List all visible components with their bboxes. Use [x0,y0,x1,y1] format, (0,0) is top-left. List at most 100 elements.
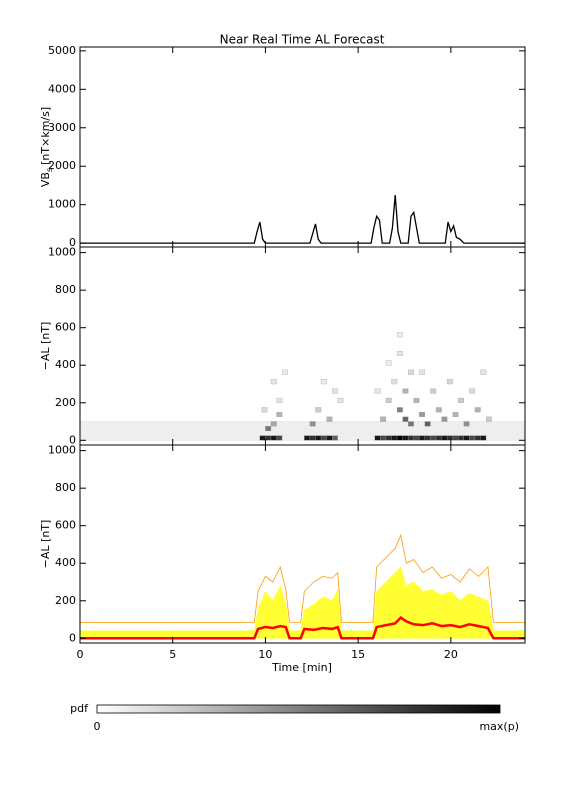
pdf-cell [270,421,277,427]
y-tick-label: 2000 [48,159,76,172]
pdf-cell [270,435,277,441]
pdf-cell [276,412,283,417]
y-axis-label: −AL [nT] [39,520,52,569]
pdf-cell [374,388,381,394]
pdf-cell [315,435,322,441]
pdf-cell [469,388,476,394]
pdf-cell [435,435,442,441]
colorbar [96,704,501,714]
pdf-cell [419,412,426,417]
pdf-cell [320,379,327,385]
pdf-cell [326,416,333,422]
pdf-cell [261,407,268,413]
quantile-line [80,616,525,640]
pdf-cell [402,435,409,441]
pdf-cell [309,435,316,441]
y-tick-label: 600 [55,519,76,532]
y-tick-label: 1000 [48,246,76,259]
y-tick-label: 1000 [48,198,76,211]
pdf-cell [441,435,448,441]
pdf-cell [402,416,409,422]
pdf-cell [413,397,420,403]
y-label-sub: s [45,168,54,172]
pdf-cell [408,421,414,427]
pdf-cell [265,426,272,432]
pdf-cell [385,397,392,403]
y-tick-label: 1000 [48,444,76,457]
pdf-cell [276,397,283,403]
pdf-cell [485,416,492,422]
y-tick-label: 400 [55,358,76,371]
pdf-cell [396,407,403,413]
pdf-cell [391,435,398,441]
pdf-cell [326,435,333,441]
pdf-cell [309,421,316,427]
pdf-cell [419,435,426,441]
pdf-cell [480,369,487,375]
pdf-cell [469,435,476,441]
x-tick-label: 0 [77,648,84,661]
pdf-cell [446,379,453,385]
pdf-cell [281,369,288,375]
y-label-unit: [nT×km/s] [39,107,52,165]
pdf-cell [276,435,283,441]
pdf-cell [413,435,420,441]
pdf-cell [396,351,403,357]
pdf-cell [430,388,437,394]
pdf-cell [435,407,442,413]
y-tick-label: 800 [55,283,76,296]
pdf-cell [396,332,403,338]
pdf-cell [402,388,409,394]
pdf-cell [270,379,277,385]
y-tick-label: 0 [69,433,76,446]
y-label-main: VB [39,172,52,187]
x-axis-label: Time [min] [271,661,332,674]
y-tick-label: 600 [55,321,76,334]
pdf-cell [332,435,338,441]
quantile-area [80,566,525,639]
pdf-cell [385,360,392,366]
pdf-cell [474,407,481,413]
y-tick-label: 200 [55,594,76,607]
pdf-cell [408,369,414,375]
pdf-cell [374,435,381,441]
pdf-cell [458,435,464,441]
pdf-cell [452,435,459,441]
y-tick-label: 0 [69,236,76,249]
x-tick-label: 20 [444,648,458,661]
pdf-cell [391,379,398,385]
pdf-cell [320,435,327,441]
pdf-cell [419,369,426,375]
pdf-cell [380,435,387,441]
pdf-cell [452,412,459,417]
colorbar-min: 0 [94,720,101,733]
pdf-cell [446,435,453,441]
pdf-cell [463,421,470,427]
y-tick-label: 800 [55,481,76,494]
colorbar-max: max(p) [479,720,519,733]
x-tick-label: 10 [258,648,272,661]
pdf-cell [337,397,344,403]
data-line [80,195,525,244]
pdf-cell [380,416,387,422]
pdf-cell [424,421,431,427]
y-tick-label: 0 [69,631,76,644]
y-tick-label: 200 [55,396,76,409]
pdf-cell [385,435,392,441]
x-tick-label: 5 [169,648,176,661]
pdf-cell [304,435,311,441]
y-tick-label: 4000 [48,82,76,95]
y-tick-label: 3000 [48,121,76,134]
chart-title: Near Real Time AL Forecast [220,33,385,47]
y-axis-label: −AL [nT] [39,322,52,371]
pdf-cell [332,388,338,394]
pdf-cell [441,416,448,422]
pdf-cell [396,435,403,441]
y-tick-label: 400 [55,556,76,569]
quantile-line [80,533,525,623]
pdf-cell [259,435,266,441]
pdf-cell [474,435,481,441]
